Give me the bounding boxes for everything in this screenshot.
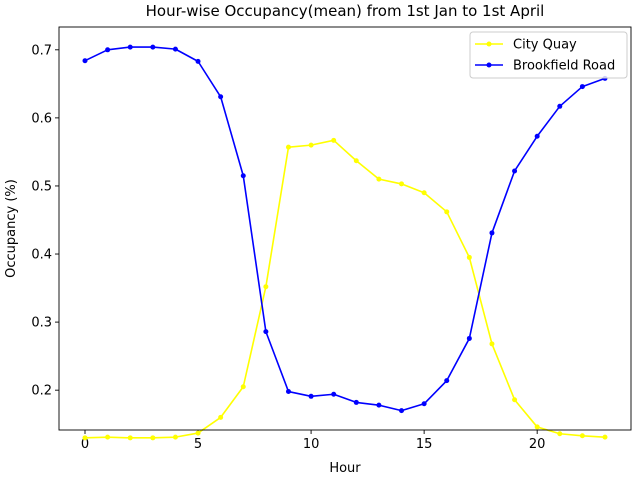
data-point bbox=[218, 94, 224, 100]
data-point bbox=[127, 435, 133, 441]
data-point bbox=[444, 209, 450, 215]
data-point bbox=[534, 133, 540, 139]
data-point bbox=[240, 384, 246, 390]
y-tick-label: 0.4 bbox=[31, 248, 52, 263]
data-point bbox=[218, 414, 224, 420]
data-point bbox=[331, 137, 337, 143]
data-point bbox=[557, 103, 563, 109]
data-point bbox=[512, 168, 518, 174]
x-tick-label: 15 bbox=[416, 437, 433, 452]
y-axis-label: Occupancy (%) bbox=[4, 179, 19, 278]
data-point bbox=[353, 158, 359, 164]
y-tick-label: 0.5 bbox=[31, 179, 52, 194]
data-point bbox=[512, 397, 518, 403]
chart-title: Hour-wise Occupancy(mean) from 1st Jan t… bbox=[146, 2, 545, 20]
y-tick-label: 0.3 bbox=[31, 316, 52, 331]
series-layer bbox=[82, 44, 608, 441]
data-point bbox=[376, 402, 382, 408]
y-axis-ticks: 0.2 0.3 0.4 0.5 0.6 0.7 bbox=[31, 43, 59, 399]
data-point bbox=[285, 389, 291, 395]
y-tick-label: 0.7 bbox=[31, 43, 52, 58]
data-point bbox=[466, 254, 472, 260]
data-point bbox=[399, 408, 405, 414]
data-point bbox=[466, 335, 472, 341]
y-tick-label: 0.2 bbox=[31, 384, 52, 399]
series-line bbox=[84, 46, 606, 412]
data-point bbox=[127, 44, 133, 50]
data-point bbox=[421, 190, 427, 196]
data-point bbox=[105, 434, 111, 440]
data-point bbox=[579, 433, 585, 439]
data-point bbox=[240, 173, 246, 179]
plot-area bbox=[59, 27, 631, 430]
data-point bbox=[376, 176, 382, 182]
series-line bbox=[84, 139, 606, 439]
data-point bbox=[308, 142, 314, 148]
data-point bbox=[263, 329, 269, 335]
data-point bbox=[579, 84, 585, 90]
data-point bbox=[331, 391, 337, 397]
data-point bbox=[557, 431, 563, 437]
data-point bbox=[105, 47, 111, 53]
data-point bbox=[172, 46, 178, 52]
data-point bbox=[150, 44, 156, 50]
data-point bbox=[534, 424, 540, 430]
data-point bbox=[399, 181, 405, 187]
plot-frame bbox=[58, 26, 632, 431]
legend-label: City Quay bbox=[513, 38, 577, 53]
data-point bbox=[195, 58, 201, 64]
data-point bbox=[489, 341, 495, 347]
x-axis-ticks: 0 5 10 15 20 bbox=[81, 430, 546, 452]
x-tick-label: 0 bbox=[81, 437, 89, 452]
data-point bbox=[172, 434, 178, 440]
legend-marker bbox=[486, 62, 492, 68]
x-axis-label: Hour bbox=[329, 461, 361, 476]
data-point bbox=[263, 284, 269, 290]
legend-box bbox=[469, 31, 628, 79]
data-point bbox=[150, 435, 156, 441]
data-point bbox=[82, 58, 88, 64]
legend: City Quay Brookfield Road bbox=[469, 31, 628, 79]
x-tick-label: 10 bbox=[303, 437, 320, 452]
x-tick-label: 5 bbox=[194, 437, 202, 452]
x-tick-label: 20 bbox=[529, 437, 546, 452]
y-tick-label: 0.6 bbox=[31, 111, 52, 126]
data-point bbox=[421, 401, 427, 407]
legend-label: Brookfield Road bbox=[513, 59, 615, 74]
data-point bbox=[285, 144, 291, 150]
data-point bbox=[195, 430, 201, 436]
data-point bbox=[353, 399, 359, 405]
legend-marker bbox=[486, 41, 492, 47]
data-point bbox=[489, 230, 495, 236]
data-point bbox=[602, 434, 608, 440]
data-point bbox=[444, 378, 450, 384]
data-point bbox=[82, 435, 88, 441]
data-point bbox=[308, 393, 314, 399]
